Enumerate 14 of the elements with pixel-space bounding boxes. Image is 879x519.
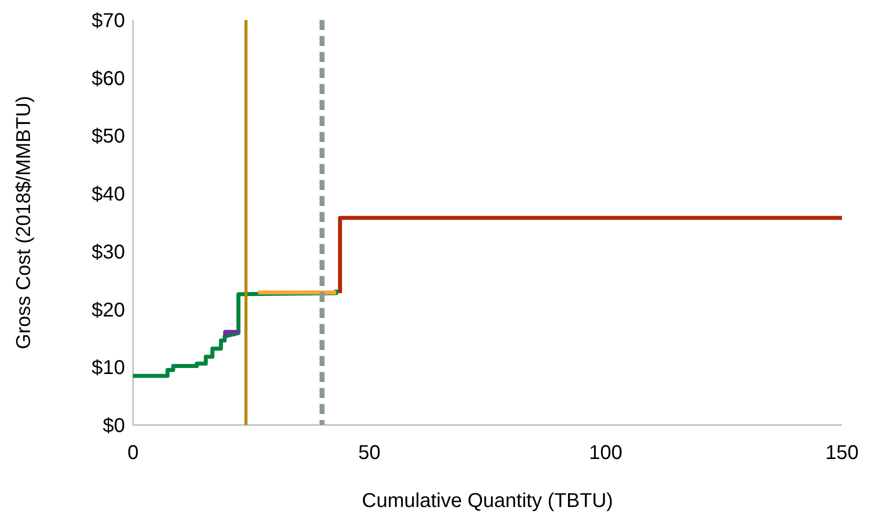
y-axis-title: Gross Cost (2018$/MMBTU) <box>13 96 35 350</box>
y-tick-label: $70 <box>92 10 125 32</box>
y-tick-label: $50 <box>92 126 125 148</box>
x-tick-label: 0 <box>127 442 139 464</box>
x-axis-title: Cumulative Quantity (TBTU) <box>362 490 614 512</box>
y-tick-label: $60 <box>92 68 125 90</box>
x-tick-label: 100 <box>588 442 622 464</box>
y-tick-label: $40 <box>92 184 125 206</box>
y-tick-label: $20 <box>92 299 125 322</box>
y-tick-label: $30 <box>92 241 125 264</box>
y-tick-label: $0 <box>102 415 125 437</box>
x-tick-label: 50 <box>358 442 380 464</box>
y-tick-label: $10 <box>92 357 125 380</box>
x-tick-label: 150 <box>825 442 859 464</box>
